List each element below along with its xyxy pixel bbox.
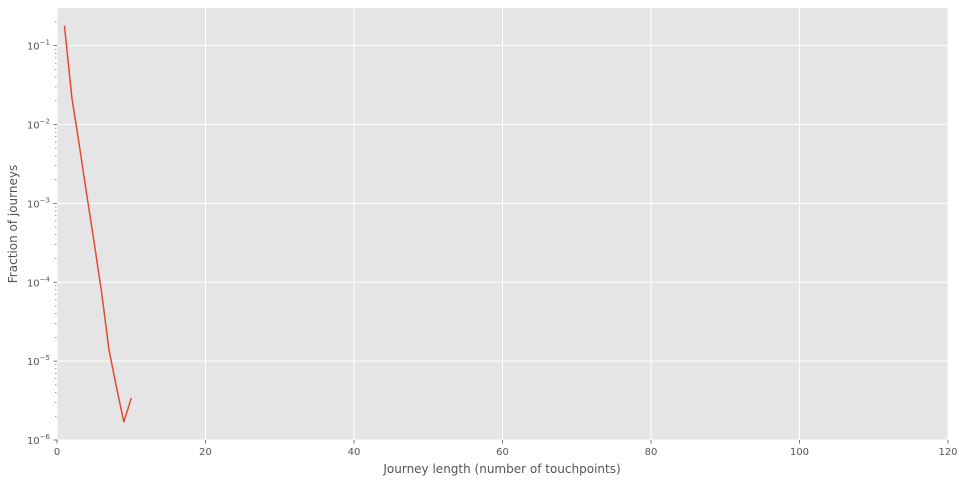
series-line <box>63 25 132 423</box>
x-tick-label: 20 <box>199 447 212 458</box>
y-tick-label: 10−4 <box>27 275 51 289</box>
data-series <box>63 25 132 423</box>
x-tick-label: 40 <box>348 447 361 458</box>
x-tick-label: 120 <box>938 447 957 458</box>
x-tick-label: 0 <box>54 447 60 458</box>
y-tick-label: 10−1 <box>27 39 50 53</box>
y-tick-label: 10−2 <box>27 118 50 132</box>
x-axis-label: Journey length (number of touchpoints) <box>382 462 620 476</box>
y-tick-label: 10−6 <box>27 433 51 447</box>
y-tick-labels: 10−6 10−5 10−4 10−3 10−2 10−1 <box>27 39 57 447</box>
grid-lines <box>56 8 949 441</box>
y-tick-label: 10−5 <box>27 354 50 368</box>
y-axis-label: Fraction of journeys <box>6 165 20 283</box>
y-tick-label: 10−3 <box>27 196 50 210</box>
x-tick-labels: 0 20 40 60 80 100 120 <box>54 440 958 458</box>
x-tick-label: 80 <box>645 447 658 458</box>
x-tick-label: 60 <box>496 447 509 458</box>
x-tick-label: 100 <box>790 447 809 458</box>
